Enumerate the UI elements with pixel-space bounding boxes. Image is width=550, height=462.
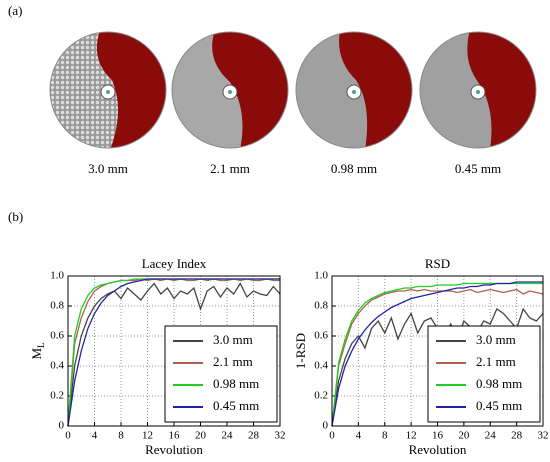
disc <box>419 31 537 149</box>
y-axis-label-sub: L <box>36 342 46 348</box>
chart-title: Lacey Index <box>142 256 207 271</box>
x-tick-label: 32 <box>538 430 549 442</box>
plot-frame <box>67 275 281 427</box>
y-tick-label: 1.0 <box>314 270 328 282</box>
x-tick-label: 12 <box>406 430 417 442</box>
y-axis-label-main: 1-RSD <box>293 333 308 369</box>
legend-label: 3.0 mm <box>476 332 516 347</box>
x-tick-label: 28 <box>248 430 260 442</box>
x-tick-label: 16 <box>432 430 444 442</box>
legend-label: 2.1 mm <box>213 354 253 369</box>
series-line <box>67 278 280 427</box>
y-tick-label: 0.6 <box>50 330 64 342</box>
y-tick-label: 0.4 <box>314 360 328 372</box>
x-tick-label: 28 <box>511 430 523 442</box>
y-tick-label: 0.8 <box>314 300 328 312</box>
x-tick-label: 0 <box>65 430 71 442</box>
plot-frame <box>331 275 544 427</box>
panel-label: (b) <box>8 209 23 224</box>
x-tick-label: 8 <box>118 430 124 442</box>
panel-label: (a) <box>8 3 22 18</box>
y-tick-label: 0.2 <box>50 390 64 402</box>
x-tick-label: 12 <box>142 430 153 442</box>
sample-label: 0.98 mm <box>331 161 377 176</box>
x-tick-label: 24 <box>485 430 497 442</box>
x-axis-label: Revolution <box>409 442 467 457</box>
x-tick-label: 0 <box>329 430 335 442</box>
x-tick-label: 20 <box>458 430 470 442</box>
x-tick-label: 4 <box>92 430 98 442</box>
y-axis-label: ML <box>29 342 46 359</box>
sample-label: 0.45 mm <box>455 161 501 176</box>
disc <box>295 31 413 149</box>
x-tick-label: 24 <box>222 430 234 442</box>
legend-label: 3.0 mm <box>213 332 253 347</box>
y-tick-label: 0 <box>323 420 329 432</box>
chart-title: RSD <box>425 256 450 271</box>
series-line <box>67 282 281 427</box>
legend-label: 0.98 mm <box>213 376 259 391</box>
x-tick-label: 4 <box>356 430 362 442</box>
y-tick-label: 0.8 <box>50 300 64 312</box>
legend-label: 0.45 mm <box>213 398 259 413</box>
disc <box>171 31 289 149</box>
y-tick-label: 0.2 <box>314 390 328 402</box>
legend-label: 0.45 mm <box>476 398 522 413</box>
x-tick-label: 32 <box>275 430 286 442</box>
x-tick-label: 20 <box>195 430 207 442</box>
disc <box>49 31 167 149</box>
y-tick-label: 0.4 <box>50 360 64 372</box>
y-tick-label: 1.0 <box>50 270 64 282</box>
y-tick-label: 0.6 <box>314 330 328 342</box>
y-tick-label: 0 <box>59 420 65 432</box>
x-tick-label: 16 <box>169 430 181 442</box>
sample-label: 2.1 mm <box>210 161 250 176</box>
legend-label: 0.98 mm <box>476 376 522 391</box>
series-line <box>331 288 544 427</box>
series-line <box>331 281 543 427</box>
x-axis-label: Revolution <box>145 442 203 457</box>
y-axis-label: 1-RSD <box>293 333 308 369</box>
sample-label: 3.0 mm <box>88 161 128 176</box>
legend-label: 2.1 mm <box>476 354 516 369</box>
y-axis-label-main: M <box>29 348 44 360</box>
x-tick-label: 8 <box>382 430 388 442</box>
